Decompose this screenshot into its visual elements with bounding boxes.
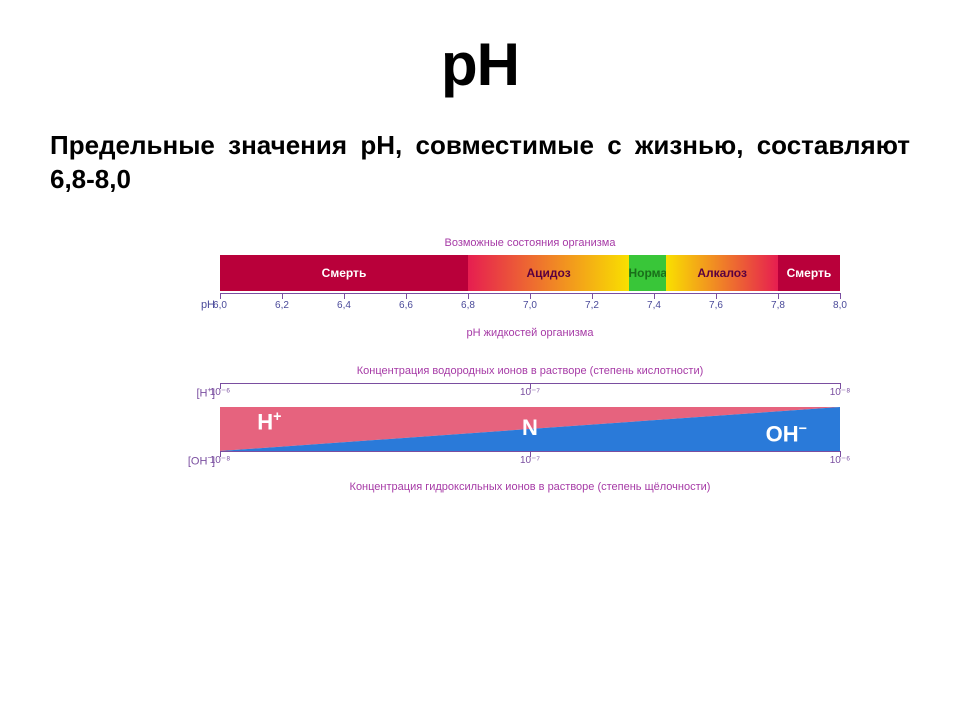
h-exp-label: 10⁻⁷: [520, 387, 540, 398]
states-caption: Возможные состояния организма: [220, 237, 840, 249]
ph-tick-label: 6,8: [461, 300, 475, 311]
h-exp-label: 10⁻⁶: [210, 387, 231, 398]
oh-minus-label: OH−: [766, 421, 807, 447]
ph-tick-label: 6,6: [399, 300, 413, 311]
ph-tick-label: 8,0: [833, 300, 847, 311]
h-concentration-caption: Концентрация водородных ионов в растворе…: [220, 365, 840, 377]
page-title: pH: [50, 30, 910, 99]
h-exp-label: 10⁻⁸: [830, 387, 851, 398]
h-axis-name: [H+]: [170, 385, 215, 400]
page-subtitle: Предельные значения рН, совместимые с жи…: [50, 129, 910, 197]
oh-exp-label: 10⁻⁷: [520, 455, 540, 466]
oh-concentration-caption: Концентрация гидроксильных ионов в раств…: [220, 481, 840, 493]
state-segment: Смерть: [778, 255, 840, 291]
ph-axis-caption: pH жидкостей организма: [220, 327, 840, 339]
ion-gradient-band: H+ N OH−: [220, 407, 840, 451]
ph-tick-label: 6,4: [337, 300, 351, 311]
ph-tick-label: 7,8: [771, 300, 785, 311]
ph-tick-label: 7,2: [585, 300, 599, 311]
oh-exp-label: 10⁻⁸: [210, 455, 231, 466]
ph-axis-name: pH: [170, 299, 215, 311]
oh-exp-label: 10⁻⁶: [830, 455, 851, 466]
oh-ion-axis: [OH−] 10⁻⁸10⁻⁷10⁻⁶: [220, 451, 840, 475]
body-state-bar: СмертьАцидозНормаАлкалозСмерть: [220, 255, 840, 291]
ph-tick-label: 7,0: [523, 300, 537, 311]
neutral-label: N: [522, 415, 538, 441]
ph-tick-label: 7,6: [709, 300, 723, 311]
ph-tick-label: 6,0: [213, 300, 227, 311]
h-ion-axis: [H+] 10⁻⁶10⁻⁷10⁻⁸: [220, 383, 840, 407]
h-plus-label: H+: [257, 409, 281, 435]
ph-tick-label: 7,4: [647, 300, 661, 311]
ph-axis: pH 6,06,26,46,66,87,07,27,47,67,88,0: [220, 293, 840, 321]
state-segment: Ацидоз: [468, 255, 629, 291]
ph-tick-label: 6,2: [275, 300, 289, 311]
state-segment: Смерть: [220, 255, 468, 291]
ph-chart: Возможные состояния организма СмертьАцид…: [170, 237, 870, 493]
oh-axis-name: [OH−]: [170, 453, 215, 468]
chart-inner: Возможные состояния организма СмертьАцид…: [220, 237, 840, 493]
state-segment: Норма: [629, 255, 666, 291]
state-segment: Алкалоз: [666, 255, 778, 291]
